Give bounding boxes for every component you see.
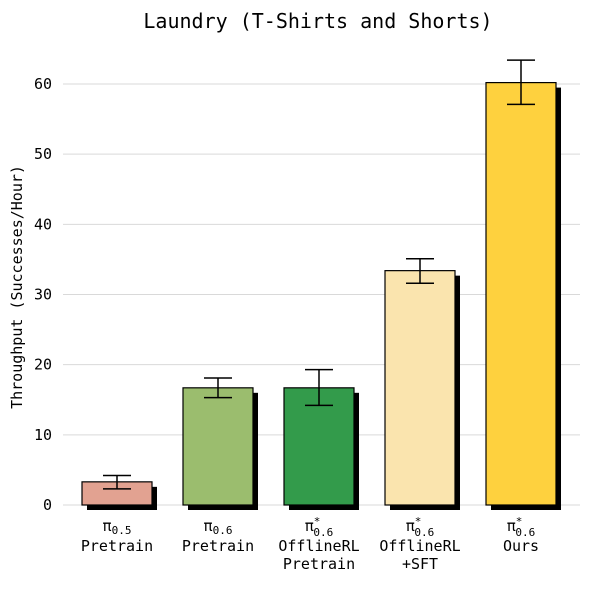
y-axis-ticks: 0 10 20 30 40 50 60 xyxy=(34,75,52,514)
y-tick-label: 40 xyxy=(34,215,52,233)
svg-text:OfflineRL: OfflineRL xyxy=(379,537,460,555)
error-bar xyxy=(406,257,434,285)
svg-text:π*0.6: π* 0.6 xyxy=(406,515,435,539)
bars xyxy=(81,59,561,510)
svg-text:Pretrain: Pretrain xyxy=(81,537,153,555)
svg-text:π*0.6: π* 0.6 xyxy=(305,515,334,539)
error-bar xyxy=(305,368,333,407)
error-bar xyxy=(204,377,232,399)
svg-text:Pretrain: Pretrain xyxy=(182,537,254,555)
bar xyxy=(283,387,355,506)
error-bar xyxy=(507,59,535,106)
y-tick-label: 10 xyxy=(34,426,52,444)
y-tick-label: 30 xyxy=(34,286,52,304)
svg-text:π0.6: π0.6 xyxy=(204,517,233,537)
svg-text:π0.5: π0.5 xyxy=(103,517,132,537)
bar xyxy=(182,387,254,506)
svg-text:Ours: Ours xyxy=(503,537,539,555)
svg-text:OfflineRL: OfflineRL xyxy=(278,537,359,555)
y-tick-label: 60 xyxy=(34,75,52,93)
svg-text:+SFT: +SFT xyxy=(402,555,438,573)
svg-text:π*0.6: π* 0.6 xyxy=(507,515,536,539)
error-bar xyxy=(103,474,131,490)
bar xyxy=(384,270,456,506)
bar xyxy=(485,81,557,506)
y-axis-label: Throughput (Successes/Hour) xyxy=(8,165,26,409)
y-tick-label: 50 xyxy=(34,145,52,163)
y-tick-label: 20 xyxy=(34,356,52,374)
gridlines xyxy=(63,83,580,506)
y-tick-label: 0 xyxy=(43,496,52,514)
svg-text:Pretrain: Pretrain xyxy=(283,555,355,573)
chart-title: Laundry (T-Shirts and Shorts) xyxy=(143,9,492,33)
